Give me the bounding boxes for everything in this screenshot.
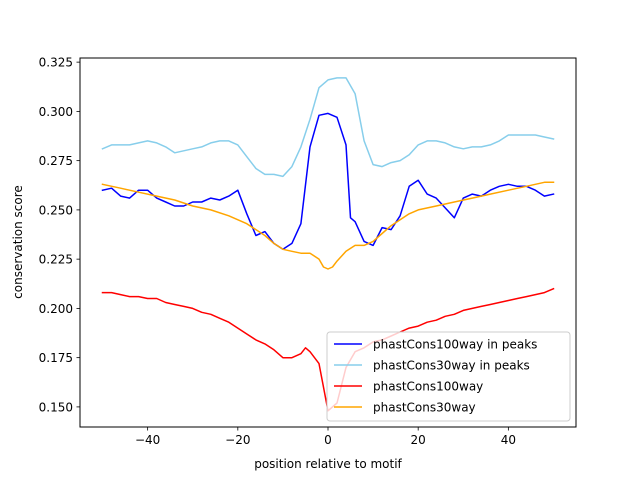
x-tick-label: 0 — [324, 433, 332, 447]
legend-label-0: phastCons100way in peaks — [373, 338, 537, 352]
x-tick-label: 20 — [411, 433, 426, 447]
legend-box — [326, 331, 571, 422]
y-tick-label: 0.150 — [39, 400, 73, 414]
y-axis-ticks: 0.150 0.175 0.200 0.225 0.250 0.275 0.300 0.325 — [39, 56, 80, 414]
y-tick-label: 0.300 — [39, 105, 73, 119]
x-axis-ticks: −40 −20 0 20 40 — [135, 427, 516, 447]
y-tick-label: 0.225 — [39, 253, 73, 267]
y-tick-label: 0.175 — [39, 351, 73, 365]
y-tick-label: 0.200 — [39, 302, 73, 316]
y-tick-label: 0.250 — [39, 203, 73, 217]
x-tick-label: −40 — [135, 433, 160, 447]
legend-label-2: phastCons100way — [373, 380, 483, 394]
y-axis-label: conservation score — [11, 185, 25, 299]
series-line-3 — [101, 181, 555, 270]
x-tick-label: −20 — [225, 433, 250, 447]
series-line-0 — [101, 112, 555, 251]
plot-lines — [101, 77, 555, 412]
series-line-1 — [101, 77, 555, 178]
legend: phastCons100way in peaks phastCons30way i… — [326, 331, 571, 422]
y-tick-label: 0.275 — [39, 154, 73, 168]
y-tick-label: 0.325 — [39, 56, 73, 70]
legend-label-3: phastCons30way — [373, 401, 476, 415]
series-line-2 — [101, 287, 555, 412]
x-tick-label: 40 — [501, 433, 516, 447]
x-axis-label: position relative to motif — [254, 457, 402, 471]
legend-label-1: phastCons30way in peaks — [373, 359, 530, 373]
